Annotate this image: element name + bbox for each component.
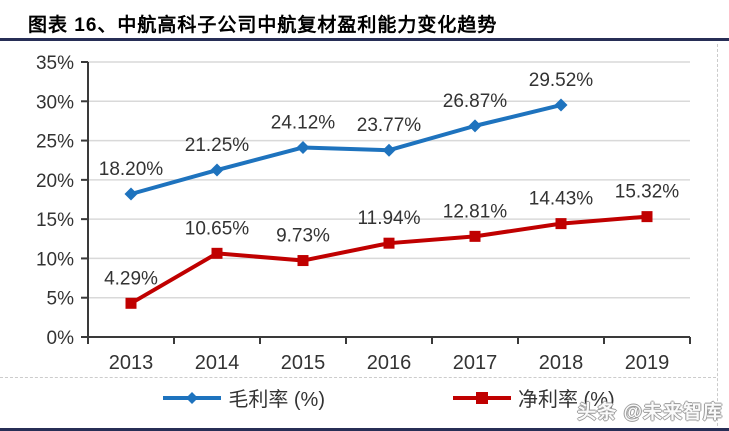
chart-legend: 毛利率 (%) 净利率 (%) — [88, 383, 690, 412]
data-point-net-margin — [297, 255, 309, 267]
x-tick-label: 2017 — [453, 352, 498, 374]
data-point-net-margin — [469, 230, 481, 242]
data-label-gross-margin: 23.77% — [357, 115, 422, 136]
legend-label-gross-margin: 毛利率 (%) — [228, 389, 325, 411]
x-tick-label: 2013 — [109, 352, 154, 374]
data-label-gross-margin: 26.87% — [443, 91, 508, 112]
y-tick-label: 20% — [36, 171, 74, 192]
y-tick-label: 0% — [47, 328, 75, 349]
watermark-toutiao-weilaizhiku: 头条 @未来智库 — [577, 402, 723, 423]
data-label-net-margin: 4.29% — [104, 268, 158, 289]
net-margin-line-square-icon — [453, 391, 511, 405]
data-point-gross-margin — [554, 98, 568, 112]
data-point-net-margin — [641, 211, 653, 223]
x-tick-label: 2018 — [539, 352, 584, 374]
legend-item-gross-margin: 毛利率 (%) — [163, 383, 325, 412]
gross-margin-line-diamond-icon — [163, 391, 222, 405]
data-label-net-margin: 10.65% — [185, 218, 250, 239]
y-tick-label: 5% — [47, 289, 75, 310]
data-label-net-margin: 11.94% — [357, 208, 420, 229]
data-label-net-margin: 14.43% — [529, 189, 594, 210]
y-tick-label: 30% — [36, 92, 74, 113]
data-label-gross-margin: 21.25% — [185, 135, 250, 156]
data-point-gross-margin — [382, 143, 396, 157]
data-label-gross-margin: 29.52% — [529, 70, 594, 91]
chart-dashed-right-border — [717, 44, 718, 426]
x-tick-label: 2019 — [625, 352, 670, 374]
data-point-net-margin — [555, 218, 567, 230]
data-point-net-margin — [211, 247, 223, 259]
series-line-gross-margin — [130, 103, 562, 196]
legend-label-net-margin: 净利率 (%) — [518, 389, 615, 411]
data-point-gross-margin — [468, 119, 482, 133]
y-tick-label: 35% — [36, 53, 74, 74]
data-label-net-margin: 15.32% — [615, 182, 680, 203]
legend-separator-dashed-line — [0, 377, 716, 378]
data-label-net-margin: 9.73% — [276, 226, 330, 247]
data-label-net-margin: 12.81% — [443, 201, 508, 222]
x-tick-label: 2015 — [281, 352, 326, 374]
y-tick-label: 10% — [36, 249, 74, 270]
data-point-gross-margin — [124, 187, 138, 201]
x-tick-label: 2016 — [367, 352, 412, 374]
data-point-net-margin — [383, 237, 395, 249]
data-point-gross-margin — [296, 140, 310, 154]
title-underline — [0, 38, 729, 41]
x-tick-label: 2014 — [195, 352, 240, 374]
figure-title: 图表 16、中航高科子公司中航复材盈利能力变化趋势 — [28, 15, 498, 36]
y-tick-label: 15% — [36, 210, 74, 231]
data-label-gross-margin: 18.20% — [99, 159, 164, 180]
data-point-net-margin — [125, 297, 137, 309]
legend-item-net-margin: 净利率 (%) — [453, 383, 615, 412]
bottom-rule — [0, 428, 729, 431]
y-tick-label: 25% — [36, 132, 74, 153]
data-point-gross-margin — [210, 163, 224, 177]
data-label-gross-margin: 24.12% — [271, 112, 336, 133]
